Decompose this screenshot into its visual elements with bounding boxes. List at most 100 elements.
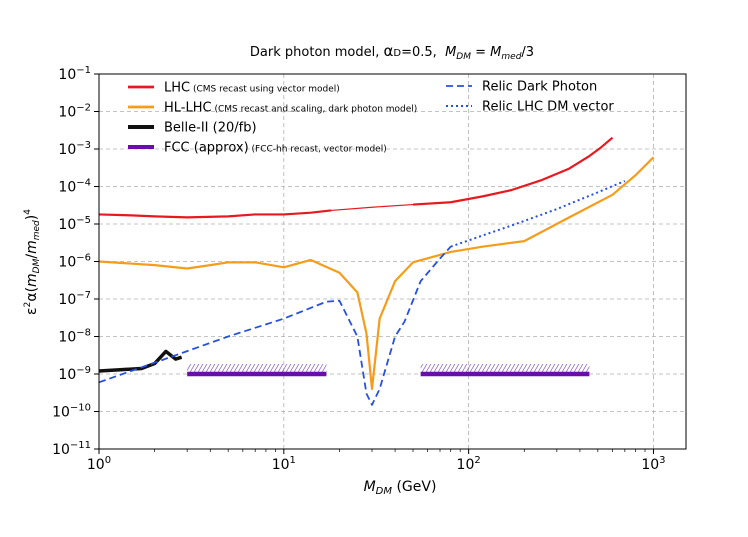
y-tick-label: 10−6 (58, 253, 91, 271)
y-tick-exponent: −2 (76, 103, 91, 114)
series-fcc-approx-high-mass-hatch (420, 364, 590, 374)
x-tick-exponent: 2 (474, 455, 480, 466)
y-tick-label: 10−1 (58, 65, 91, 83)
x-tick-base: 10 (641, 457, 659, 473)
x-tick-label: 100 (87, 455, 111, 473)
series-lhc-high-mass (412, 136, 614, 206)
legend-name: LHC (164, 81, 190, 96)
series-belle-ii-20-fb (99, 349, 183, 373)
legend-item: Relic LHC DM vector (446, 100, 614, 115)
legend-label: Relic LHC DM vector (482, 100, 614, 115)
legend-item: Belle-II (20/fb) (128, 121, 257, 136)
legend-name: HL-LHC (164, 101, 212, 116)
legend-note: (CMS recast using vector model) (190, 85, 340, 95)
y-tick-label: 10−7 (58, 290, 91, 308)
y-tick-base: 10 (52, 405, 70, 421)
title-prefix: Dark photon model, (250, 45, 384, 60)
ylabel-close: ) (24, 215, 40, 220)
y-tick-exponent: −5 (76, 215, 91, 226)
y-tick-label: 10−5 (58, 215, 91, 233)
legend-item: Relic Dark Photon (446, 80, 597, 95)
title-alpha: α (384, 42, 394, 60)
y-tick-base: 10 (58, 292, 76, 308)
y-tick-base: 10 (58, 67, 76, 83)
title-med-sub: med (501, 52, 521, 62)
legend-name: Belle-II (20/fb) (164, 121, 257, 136)
x-axis-title: MDM (GeV) (364, 479, 437, 497)
x-tick-base: 10 (457, 457, 475, 473)
series-relic-lhc-dm-vector (450, 180, 626, 248)
y-tick-label: 10−10 (52, 403, 91, 421)
y-tick-base: 10 (52, 442, 70, 458)
y-tick-exponent: −1 (76, 65, 91, 76)
legend-label: Belle-II (20/fb) (164, 121, 257, 136)
xlabel-unit: (GeV) (392, 479, 436, 495)
series-lhc-interpolation (330, 203, 414, 212)
ylabel-alpha: α( (24, 287, 40, 302)
data-series (99, 136, 655, 406)
legend-label: Relic Dark Photon (482, 80, 597, 95)
y-axis-title: ε2α(mDM/mmed)4 (23, 209, 42, 315)
legend-name: FCC (approx) (164, 141, 249, 156)
y-tick-exponent: −6 (76, 253, 91, 264)
x-tick-base: 10 (272, 457, 290, 473)
legend-label: HL-LHC (CMS recast and scaling, dark pho… (164, 101, 417, 116)
y-tick-label: 10−9 (58, 365, 91, 383)
y-tick-exponent: −7 (76, 290, 91, 301)
ylabel-slash: / (24, 254, 40, 259)
series-hl-lhc (99, 156, 655, 391)
x-tick-label: 102 (457, 455, 481, 473)
y-tick-base: 10 (58, 255, 76, 271)
y-tick-label: 10−4 (58, 178, 91, 196)
series-lhc (99, 209, 332, 219)
title-ratio: /3 (521, 45, 534, 60)
x-tick-exponent: 3 (659, 455, 665, 466)
legend-note: (FCC-hh recast, vector model) (249, 145, 387, 155)
x-tick-base: 10 (87, 457, 105, 473)
series-fcc-approx-hatch (187, 364, 327, 374)
y-tick-exponent: −11 (70, 440, 91, 451)
legend-item: FCC (approx) (FCC-hh recast, vector mode… (128, 141, 387, 156)
legend: LHC (CMS recast using vector model) HL-LH… (128, 80, 614, 156)
x-tick-label: 103 (641, 455, 665, 473)
legend-label: FCC (approx) (FCC-hh recast, vector mode… (164, 141, 387, 156)
ylabel-sup2: 2 (23, 302, 33, 308)
y-tick-exponent: −9 (76, 365, 91, 376)
xlabel-m: M (364, 479, 376, 495)
y-tick-exponent: −3 (76, 140, 91, 151)
ylabel-sup4: 4 (23, 209, 33, 215)
ylabel-sub1: DM (32, 258, 42, 273)
y-tick-base: 10 (58, 105, 76, 121)
series-relic-dark-photon (99, 245, 452, 406)
title-alpha-value: =0.5, (401, 45, 445, 60)
y-tick-exponent: −8 (76, 328, 91, 339)
legend-item: HL-LHC (CMS recast and scaling, dark pho… (128, 101, 417, 116)
y-tick-base: 10 (58, 367, 76, 383)
xlabel-sub: DM (376, 486, 393, 497)
title-m-dm: M (445, 45, 456, 60)
legend-label: LHC (CMS recast using vector model) (164, 81, 340, 96)
title-alpha-sub: D (393, 48, 401, 59)
y-tick-exponent: −10 (70, 403, 91, 414)
title-dm-sub: DM (456, 52, 471, 62)
y-tick-label: 10−11 (52, 440, 91, 458)
ylabel-m1: m (24, 273, 40, 287)
legend-item: LHC (CMS recast using vector model) (128, 81, 340, 96)
x-tick-exponent: 1 (290, 455, 296, 466)
y-tick-label: 10−2 (58, 103, 91, 121)
ylabel-m2: m (24, 240, 40, 254)
y-tick-label: 10−8 (58, 328, 91, 346)
y-tick-base: 10 (58, 330, 76, 346)
ylabel-eps: ε (24, 307, 40, 315)
x-tick-exponent: 0 (105, 455, 111, 466)
y-tick-base: 10 (58, 180, 76, 196)
y-tick-label: 10−3 (58, 140, 91, 158)
y-tick-exponent: −4 (76, 178, 91, 189)
chart-title: Dark photon model, αD=0.5, MDM = Mmed/3 (250, 42, 534, 62)
title-equals: = (471, 45, 490, 60)
legend-note: (CMS recast and scaling, dark photon mod… (212, 105, 418, 115)
x-tick-label: 101 (272, 455, 296, 473)
title-m-med: M (490, 45, 501, 60)
y-tick-base: 10 (58, 142, 76, 158)
